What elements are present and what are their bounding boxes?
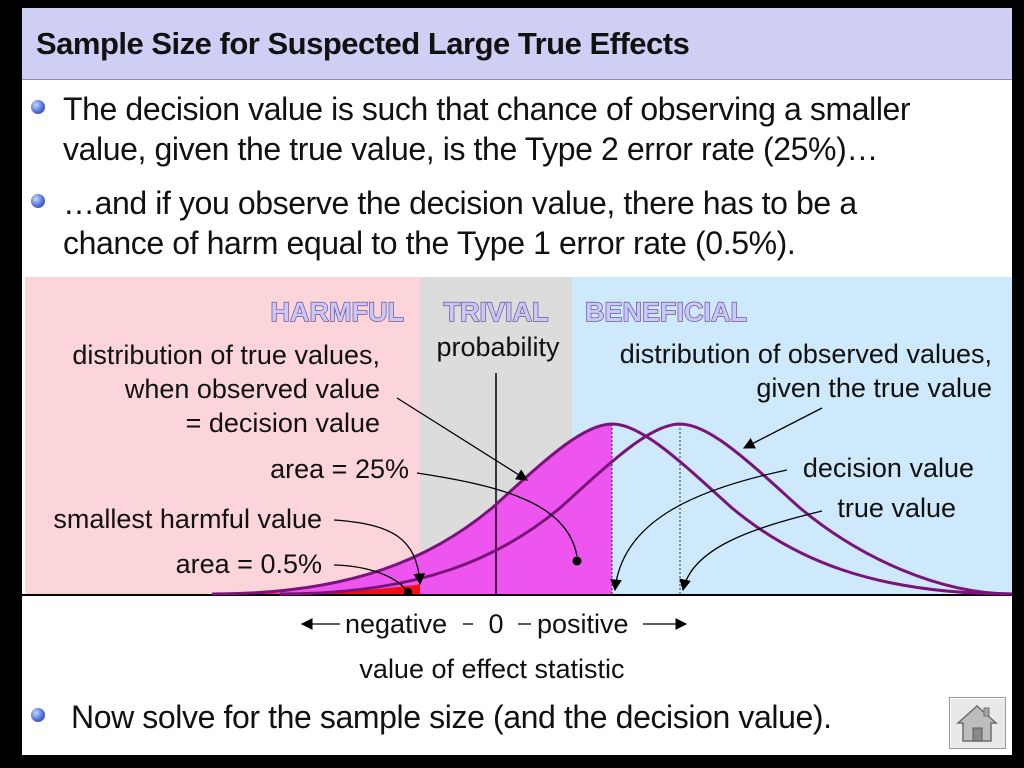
true-dist-label-3: = decision value (186, 408, 380, 438)
pointer-area-05 (333, 564, 407, 591)
axis-zero-label: 0 (488, 609, 503, 639)
bullet-2-line-2: chance of harm equal to the Type 1 error… (63, 225, 796, 261)
axis-positive-label: positive (537, 609, 629, 639)
slide: Sample Size for Suspected Large True Eff… (22, 8, 1012, 755)
area-25-dot (572, 556, 582, 566)
trivial-probability-label: probability (436, 332, 560, 362)
pointer-area-25 (416, 472, 578, 557)
area-05-label: area = 0.5% (176, 549, 322, 579)
home-icon (956, 704, 998, 742)
axis-negative-label: negative (345, 609, 447, 639)
pointer-true-dist (396, 397, 528, 481)
title-bar: Sample Size for Suspected Large True Eff… (22, 8, 1012, 80)
pointer-smallest-harmful (333, 519, 426, 586)
bullet-2-text: …and if you observe the decision value, … (63, 183, 857, 263)
observed-dist-label-2: given the true value (756, 373, 992, 403)
area-25-label: area = 25% (270, 454, 409, 484)
trivial-label: TRIVIAL (444, 297, 549, 327)
bullet-3-text: Now solve for the sample size (and the d… (71, 699, 832, 735)
harmful-region (25, 277, 420, 595)
bullet-1-text: The decision value is such that chance o… (63, 89, 911, 169)
true-distribution-curve (211, 422, 1012, 596)
bullet-2-line-1: …and if you observe the decision value, … (63, 185, 857, 221)
observed-dist-label-1: distribution of observed values, (620, 339, 992, 369)
bullet-1-line-2: value, given the true value, is the Type… (63, 131, 878, 167)
effect-diagram: HARMFUL TRIVIAL BENEFICIAL probability d… (22, 277, 1012, 684)
pointer-true-value (679, 510, 823, 592)
bullet-dot (31, 100, 45, 114)
bullet-1-line-1: The decision value is such that chance o… (63, 91, 911, 127)
decision-value-label: decision value (803, 453, 974, 483)
bullet-dot (31, 708, 45, 722)
pointer-decision-value (610, 469, 788, 592)
true-value-label: true value (837, 493, 956, 523)
bullet-2: …and if you observe the decision value, … (31, 183, 991, 265)
true-dist-label-1: distribution of true values, (72, 340, 380, 370)
pointer-observed-dist (742, 407, 823, 449)
observed-distribution-curve (279, 422, 1012, 596)
bullet-3: Now solve for the sample size (and the d… (31, 697, 991, 737)
slide-title: Sample Size for Suspected Large True Eff… (36, 26, 690, 61)
true-dist-label-2: when observed value (124, 374, 380, 404)
smallest-harmful-label: smallest harmful value (53, 504, 322, 534)
bullet-1: The decision value is such that chance o… (31, 89, 991, 171)
area-05-fill (212, 584, 420, 594)
area-25-fill (212, 424, 612, 594)
home-button[interactable] (949, 697, 1006, 749)
axis-title: value of effect statistic (359, 654, 624, 684)
beneficial-label: BENEFICIAL (585, 297, 747, 327)
harmful-label: HARMFUL (271, 297, 404, 327)
bullet-dot (31, 194, 45, 208)
